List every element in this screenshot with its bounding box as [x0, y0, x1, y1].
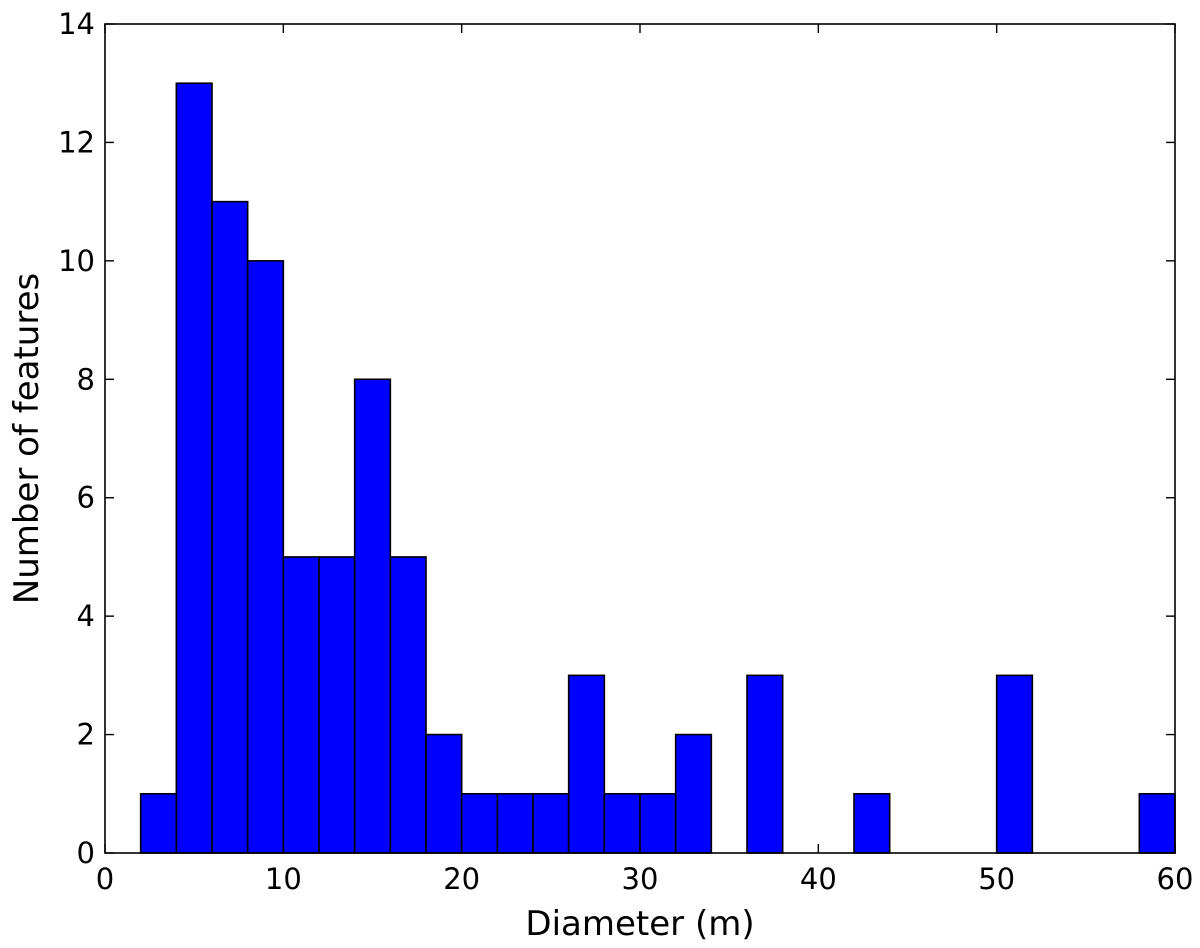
histogram-bar	[246, 260, 285, 854]
histogram-bar	[674, 733, 713, 854]
x-tick-label: 30	[622, 862, 659, 896]
y-axis-label: Number of features	[7, 273, 47, 604]
histogram-bar	[353, 378, 392, 854]
x-tick-label: 0	[96, 862, 114, 896]
histogram-bar	[567, 674, 606, 854]
x-tick-label: 50	[978, 862, 1015, 896]
histogram-bar	[282, 556, 320, 854]
y-tick-label: 14	[58, 7, 95, 41]
y-tick-label: 10	[58, 244, 95, 278]
y-tick-label: 8	[77, 362, 95, 396]
tick-labels-group: 0 10 20 30 40 50 60 0 2 4 6 8 10 12 14	[58, 7, 1193, 896]
histogram-bar	[1138, 792, 1176, 854]
plot-frame	[104, 23, 1176, 854]
histogram-bar	[139, 792, 178, 854]
histogram-bar	[425, 733, 463, 854]
histogram-bar	[853, 792, 891, 854]
bars-group	[139, 82, 1176, 854]
x-tick-label: 40	[800, 862, 837, 896]
histogram-bar	[389, 556, 427, 854]
histogram-bar	[460, 792, 499, 854]
histogram-bar	[532, 792, 570, 854]
histogram-bar	[995, 674, 1034, 854]
x-tick-label: 10	[265, 862, 302, 896]
y-tick-label: 0	[77, 836, 95, 870]
y-tick-label: 6	[77, 481, 95, 515]
histogram-bar	[603, 792, 641, 854]
histogram-bar	[318, 556, 356, 854]
x-tick-label: 20	[443, 862, 480, 896]
histogram-bar	[746, 674, 784, 854]
y-tick-label: 12	[58, 125, 95, 159]
histogram-bar	[211, 200, 249, 854]
histogram-bar	[496, 792, 534, 854]
y-tick-label: 2	[77, 718, 95, 752]
x-tick-label: 60	[1157, 862, 1194, 896]
histogram-bar	[639, 792, 677, 854]
histogram-bar	[175, 82, 213, 854]
x-axis-label: Diameter (m)	[525, 904, 754, 944]
y-tick-label: 4	[77, 599, 95, 633]
